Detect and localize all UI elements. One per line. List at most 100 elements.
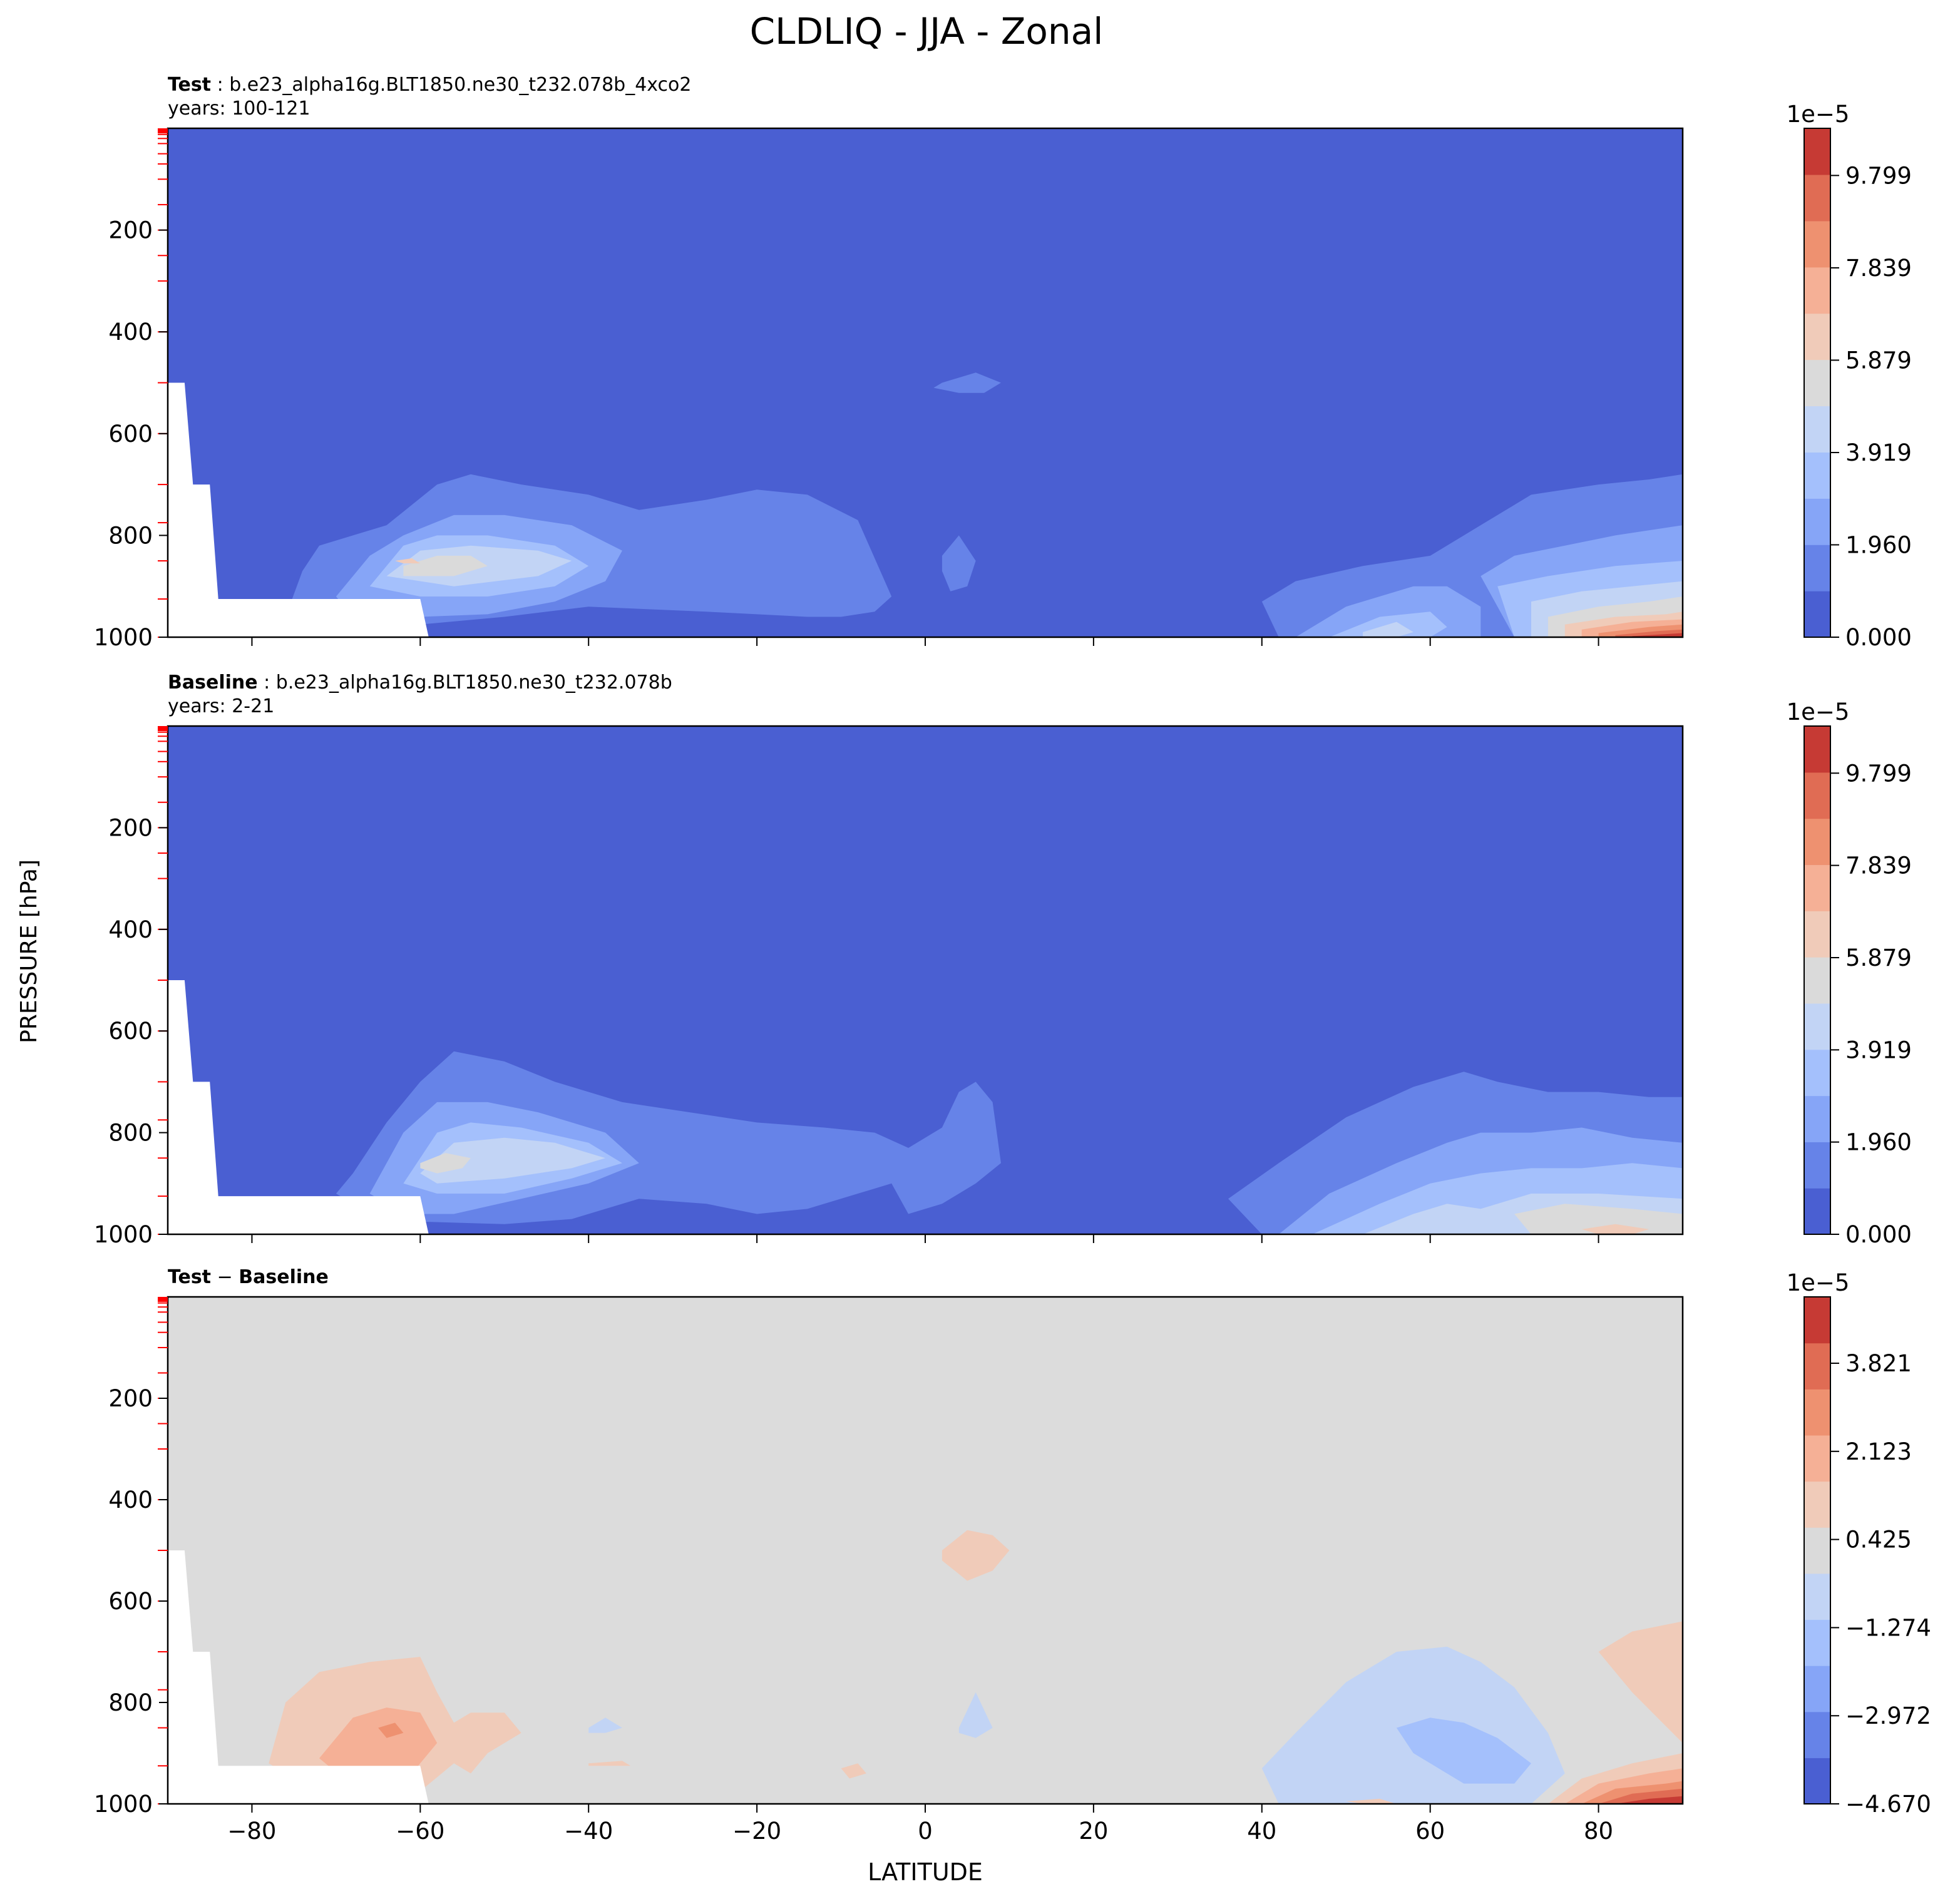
contour-region [1615, 1796, 1683, 1804]
colorbar-segment [1804, 957, 1830, 1004]
colorbar: 1e−5 0.000 1.960 3.919 5.879 7.839 9.799 [1787, 699, 1912, 1248]
colorbar-segment [1804, 1527, 1830, 1574]
contour-region [588, 1761, 631, 1766]
contour-region [1346, 1798, 1397, 1804]
colorbar-segment [1804, 1343, 1830, 1390]
colorbar-segment [1804, 313, 1830, 361]
level-tick-top [158, 726, 168, 731]
x-tick-label: −40 [564, 1818, 613, 1845]
colorbar-tick-label: 7.839 [1845, 255, 1912, 282]
panel-1: Test : b.e23_alpha16g.BLT1850.ne30_t232.… [94, 74, 1912, 651]
colorbar-tick-label: 3.821 [1845, 1350, 1912, 1377]
contour-region [1396, 1717, 1531, 1784]
colorbar-tick-label: −4.670 [1845, 1791, 1931, 1818]
colorbar-segment [1804, 1711, 1830, 1758]
colorbar-segment [1804, 726, 1830, 773]
contour-region [841, 1763, 866, 1779]
figure-title: CLDLIQ - JJA - Zonal [750, 10, 1104, 53]
level-tick-top [158, 128, 168, 133]
contour-region [420, 1153, 471, 1174]
colorbar-segment [1804, 1297, 1830, 1344]
colorbar-segment [1804, 911, 1830, 958]
colorbar-tick-label: 7.839 [1845, 852, 1912, 879]
y-axis-label: PRESSURE [hPa] [16, 859, 42, 1043]
contour-region [1329, 612, 1447, 637]
contour-region [942, 535, 976, 591]
x-tick-label: 60 [1415, 1818, 1445, 1845]
y-tick-label: 400 [108, 319, 153, 346]
contour-region [958, 1692, 993, 1738]
colorbar-frame [1804, 128, 1831, 638]
colorbar: 1e−5 −4.670 −2.972 −1.274 0.425 2.123 3.821 [1787, 1269, 1931, 1818]
contour-region [588, 1717, 622, 1733]
panel-label-bold: Baseline [168, 672, 258, 694]
x-tick-label: −60 [396, 1818, 444, 1845]
colorbar-segment [1804, 591, 1830, 638]
contour-region [1632, 633, 1683, 637]
y-tick-label: 200 [108, 814, 153, 841]
level-tick-top [158, 1297, 168, 1302]
colorbar-segment [1804, 1619, 1830, 1666]
panel-label: Test − Baseline [168, 1266, 329, 1288]
x-tick-label: −80 [227, 1818, 276, 1845]
y-tick-label: 600 [108, 1588, 153, 1615]
y-tick-label: 600 [108, 1018, 153, 1045]
y-tick-label: 600 [108, 421, 153, 448]
colorbar-tick-label: 2.123 [1845, 1438, 1912, 1465]
colorbar-segment [1804, 1142, 1830, 1189]
y-tick-label: 800 [108, 1689, 153, 1716]
panel-label-text: : b.e23_alpha16g.BLT1850.ne30_t232.078b_… [211, 74, 691, 96]
missing-data-mask [168, 1550, 429, 1804]
colorbar-segment [1804, 772, 1830, 819]
colorbar-exponent: 1e−5 [1787, 101, 1850, 128]
colorbar-segment [1804, 1003, 1830, 1050]
y-tick-label: 200 [108, 217, 153, 244]
colorbar-frame [1804, 1296, 1831, 1804]
colorbar-segment [1804, 1435, 1830, 1482]
contour-region [933, 372, 1001, 393]
colorbar-segment [1804, 1481, 1830, 1528]
colorbar-exponent: 1e−5 [1787, 1269, 1850, 1296]
y-tick-label: 200 [108, 1385, 153, 1412]
colorbar-tick-label: 9.799 [1845, 162, 1912, 189]
colorbar-segment [1804, 498, 1830, 545]
colorbar-segment [1804, 220, 1830, 268]
colorbar-segment [1804, 864, 1830, 911]
colorbar-tick-label: 9.799 [1845, 760, 1912, 787]
colorbar-frame [1804, 725, 1831, 1235]
colorbar-tick-label: 3.919 [1845, 439, 1912, 466]
panel-2: Baseline : b.e23_alpha16g.BLT1850.ne30_t… [94, 672, 1912, 1248]
panel-label-sep: − [211, 1266, 239, 1288]
plot-area [168, 726, 1683, 1234]
panel-label-text: : b.e23_alpha16g.BLT1850.ne30_t232.078b [258, 672, 672, 694]
colorbar-segment [1804, 1095, 1830, 1142]
colorbar-tick-label: 5.879 [1845, 347, 1912, 374]
plot-area [168, 128, 1683, 637]
colorbar-segment [1804, 128, 1830, 175]
colorbar-segment [1804, 452, 1830, 499]
colorbar-tick-label: 1.960 [1845, 531, 1912, 558]
contour-region [420, 1137, 606, 1184]
y-tick-label: 400 [108, 916, 153, 943]
x-tick-label: 20 [1079, 1818, 1108, 1845]
plot-area [168, 1297, 1683, 1804]
x-tick-label: 40 [1247, 1818, 1276, 1845]
contour-region [1514, 1204, 1683, 1234]
colorbar-segment [1804, 1049, 1830, 1097]
x-tick-label: 0 [918, 1818, 933, 1845]
contour-region [378, 1722, 404, 1738]
x-tick-label: 80 [1584, 1818, 1613, 1845]
colorbar-exponent: 1e−5 [1787, 699, 1850, 725]
contour-region [403, 555, 488, 576]
panel-label-bold: Test [168, 74, 211, 96]
panels: Test : b.e23_alpha16g.BLT1850.ne30_t232.… [94, 74, 1931, 1845]
panel-label-bold: Test [168, 1266, 211, 1288]
colorbar-segment [1804, 174, 1830, 222]
panel-years: years: 100-121 [168, 98, 310, 120]
colorbar-segment [1804, 1573, 1830, 1620]
colorbar-segment [1804, 818, 1830, 866]
x-tick-label: −20 [732, 1818, 781, 1845]
colorbar-segment [1804, 1666, 1830, 1712]
y-tick-label: 800 [108, 1120, 153, 1147]
